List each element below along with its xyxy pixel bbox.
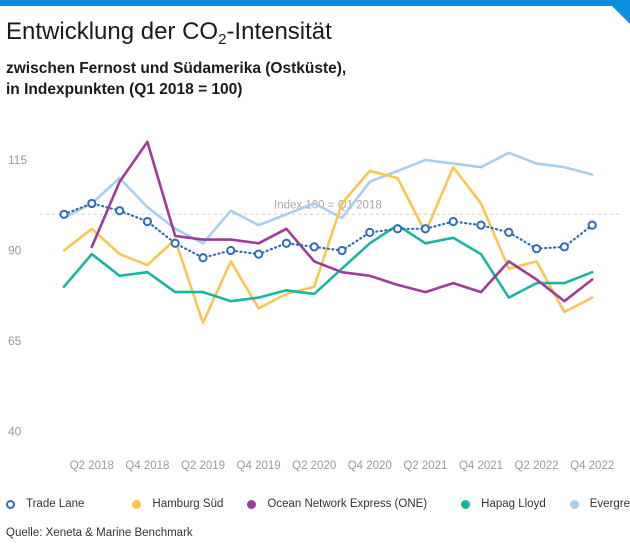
- series-line-ocean-network-express-one: [90, 140, 594, 303]
- data-point-trade-lane: [87, 198, 97, 209]
- data-point-trade-lane: [115, 206, 125, 216]
- x-tick-label: Q4 2020: [348, 460, 392, 472]
- data-point-trade-lane: [337, 245, 347, 256]
- data-point-trade-lane: [254, 249, 264, 259]
- legend-marker: [6, 499, 15, 509]
- legend-marker: [247, 499, 257, 509]
- subtitle-line-1: zwischen Fernost und Südamerika (Ostküst…: [6, 60, 347, 77]
- title-end: -Intensität: [226, 18, 332, 45]
- data-point-trade-lane: [365, 227, 375, 237]
- chart-title: Entwicklung der CO2-Intensität: [6, 18, 332, 48]
- top-corner-accent: [606, 0, 630, 24]
- title-main: Entwicklung der CO: [6, 18, 219, 45]
- data-point-trade-lane: [170, 238, 180, 248]
- series-line-trade-lane: [62, 202, 594, 259]
- data-point-trade-lane: [309, 242, 319, 252]
- legend-item: Ocean Network Express (ONE): [247, 498, 427, 510]
- data-point-trade-lane: [142, 216, 152, 227]
- source-note: Quelle: Xeneta & Marine Benchmark: [6, 527, 193, 539]
- chart-legend: Trade Lane Hamburg Süd Ocean Network Expre…: [6, 498, 630, 510]
- data-point-trade-lane: [504, 227, 514, 237]
- x-tick-label: Q4 2022: [570, 460, 614, 472]
- title-subscript: 2: [218, 31, 227, 48]
- y-tick-label: 65: [8, 334, 22, 348]
- y-tick-label: 90: [8, 244, 22, 258]
- data-point-trade-lane: [420, 224, 430, 234]
- x-tick-label: Q2 2022: [515, 460, 559, 472]
- data-point-trade-lane: [198, 253, 208, 263]
- data-point-trade-lane: [532, 244, 542, 254]
- x-tick-label: Q4 2019: [237, 460, 281, 472]
- series-line-hapag-lloyd: [62, 223, 594, 303]
- y-tick-label: 40: [8, 425, 22, 439]
- legend-marker: [569, 499, 579, 509]
- data-point-trade-lane: [59, 209, 69, 219]
- x-tick-label: Q4 2018: [125, 460, 169, 472]
- data-point-trade-lane: [587, 220, 597, 230]
- top-accent-bar: [0, 0, 630, 6]
- data-point-trade-lane: [559, 242, 570, 252]
- series-line-hamburg-s-d: [62, 165, 594, 325]
- legend-label: Hapag Lloyd: [481, 498, 546, 510]
- data-point-trade-lane: [393, 224, 403, 234]
- legend-item: Hamburg Süd: [132, 498, 223, 510]
- legend-item: Hapag Lloyd: [461, 498, 546, 510]
- data-point-trade-lane: [448, 216, 458, 227]
- y-tick-label: 115: [8, 153, 27, 167]
- legend-item: Trade Lane: [6, 498, 84, 510]
- x-tick-label: Q2 2020: [292, 460, 336, 472]
- legend-label: Evergreen: [589, 498, 630, 510]
- legend-label: Hamburg Süd: [152, 498, 224, 510]
- legend-marker: [461, 499, 471, 509]
- x-tick-label: Q2 2021: [403, 460, 447, 472]
- legend-item: Evergreen: [569, 498, 630, 510]
- legend-label: Ocean Network Express (ONE): [267, 498, 428, 510]
- subtitle-line-2: in Indexpunkten (Q1 2018 = 100): [6, 81, 243, 98]
- legend-label: Trade Lane: [26, 498, 85, 510]
- legend-marker: [132, 499, 142, 509]
- chart-subtitle: zwischen Fernost und Südamerika (Ostküst…: [6, 58, 346, 100]
- series-line-evergreen: [62, 151, 594, 245]
- data-point-trade-lane: [226, 245, 236, 256]
- x-tick-label: Q2 2018: [70, 460, 114, 472]
- data-point-trade-lane: [281, 238, 291, 248]
- data-point-trade-lane: [476, 220, 486, 230]
- x-tick-label: Q4 2021: [459, 460, 503, 472]
- x-tick-label: Q2 2019: [181, 460, 225, 472]
